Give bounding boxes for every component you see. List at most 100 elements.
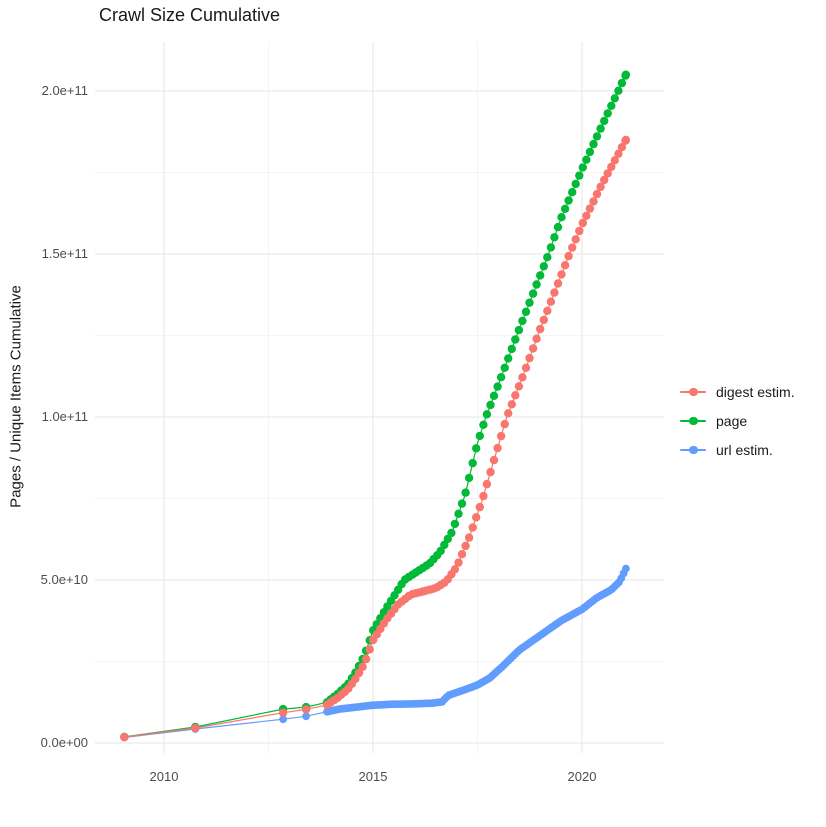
data-point bbox=[457, 499, 467, 508]
data-point bbox=[479, 491, 488, 501]
data-point bbox=[528, 344, 538, 353]
data-point bbox=[578, 218, 587, 228]
y-tick-label-1e11: 1.0e+11 bbox=[41, 409, 88, 424]
data-point bbox=[543, 253, 552, 262]
data-point bbox=[461, 488, 470, 497]
series-url-estim bbox=[120, 564, 630, 742]
data-point bbox=[550, 233, 559, 242]
data-point bbox=[622, 564, 630, 573]
data-point bbox=[564, 251, 573, 261]
data-point bbox=[621, 135, 631, 145]
data-point bbox=[507, 400, 516, 409]
data-point bbox=[603, 169, 612, 178]
data-point bbox=[539, 315, 548, 325]
data-point bbox=[607, 162, 616, 172]
data-point bbox=[603, 109, 612, 118]
data-point bbox=[575, 171, 584, 180]
y-tick-label-2e11: 2.0e+11 bbox=[41, 83, 88, 98]
data-point bbox=[511, 335, 520, 344]
data-point bbox=[468, 523, 477, 532]
data-point bbox=[279, 715, 287, 724]
data-point bbox=[454, 509, 463, 518]
data-point bbox=[578, 163, 587, 172]
data-point bbox=[514, 325, 524, 335]
data-point bbox=[536, 324, 545, 334]
legend-label: url estim. bbox=[716, 441, 773, 458]
data-point bbox=[585, 147, 595, 157]
y-tick-label-0e00: 0.0e+00 bbox=[40, 735, 88, 750]
data-point bbox=[525, 298, 534, 307]
data-point bbox=[568, 243, 577, 252]
data-point bbox=[507, 344, 516, 354]
legend-key-digest-estim bbox=[680, 381, 706, 402]
legend-item-page: page bbox=[680, 410, 795, 431]
data-point bbox=[450, 519, 460, 529]
data-point bbox=[504, 409, 513, 418]
data-point bbox=[589, 139, 598, 149]
data-point bbox=[546, 243, 556, 252]
data-point bbox=[614, 86, 623, 95]
data-point bbox=[450, 565, 460, 574]
data-point bbox=[614, 149, 623, 158]
gridlines bbox=[95, 42, 664, 753]
data-point bbox=[525, 353, 534, 363]
data-point bbox=[589, 197, 598, 206]
data-point bbox=[464, 473, 474, 483]
data-point bbox=[475, 431, 484, 441]
data-point bbox=[489, 455, 499, 465]
data-point bbox=[621, 70, 631, 79]
data-point bbox=[504, 354, 513, 363]
data-point bbox=[564, 196, 573, 205]
data-point bbox=[454, 558, 463, 567]
data-point bbox=[482, 410, 492, 419]
data-point bbox=[500, 419, 509, 429]
data-point bbox=[610, 94, 619, 103]
data-point bbox=[365, 645, 374, 654]
series-line bbox=[124, 139, 627, 738]
data-point bbox=[479, 420, 488, 429]
data-point bbox=[472, 444, 481, 453]
y-tick-label-1_5e11: 1.5e+11 bbox=[41, 246, 88, 261]
series-digest-estim bbox=[120, 135, 631, 742]
data-point bbox=[600, 175, 609, 185]
legend-dot-icon bbox=[689, 445, 698, 454]
data-point bbox=[557, 270, 566, 279]
data-point bbox=[493, 443, 502, 453]
data-point bbox=[550, 288, 559, 297]
data-point bbox=[571, 179, 580, 189]
data-point bbox=[546, 297, 556, 306]
data-point bbox=[496, 373, 506, 382]
data-point bbox=[457, 550, 467, 559]
data-point bbox=[592, 132, 602, 141]
data-point bbox=[482, 479, 492, 489]
data-point bbox=[461, 541, 470, 551]
data-point bbox=[464, 533, 474, 542]
data-point bbox=[610, 156, 619, 165]
data-point bbox=[560, 204, 570, 213]
legend-item-digest-estim: digest estim. bbox=[680, 381, 795, 402]
data-point bbox=[568, 188, 577, 197]
data-point bbox=[617, 78, 627, 88]
legend-label: page bbox=[716, 412, 748, 429]
x-tick-label-2020: 2020 bbox=[567, 769, 597, 784]
data-point bbox=[302, 712, 310, 721]
legend: digest estim. page url estim. bbox=[680, 381, 795, 460]
legend-label: digest estim. bbox=[716, 383, 795, 400]
data-point bbox=[585, 204, 595, 213]
data-point bbox=[596, 124, 605, 133]
data-point bbox=[582, 211, 591, 220]
data-point bbox=[518, 373, 527, 382]
data-point bbox=[528, 289, 538, 298]
legend-item-url-estim: url estim. bbox=[680, 439, 795, 460]
data-point bbox=[596, 182, 605, 192]
data-point bbox=[514, 382, 524, 391]
data-point bbox=[301, 705, 311, 714]
data-point bbox=[571, 235, 580, 244]
y-axis-title: Pages / Unique Items Cumulative bbox=[7, 285, 25, 508]
data-point bbox=[560, 261, 570, 270]
series-line bbox=[124, 568, 627, 739]
data-point bbox=[543, 306, 552, 315]
data-point bbox=[592, 189, 602, 199]
data-point bbox=[447, 528, 456, 538]
